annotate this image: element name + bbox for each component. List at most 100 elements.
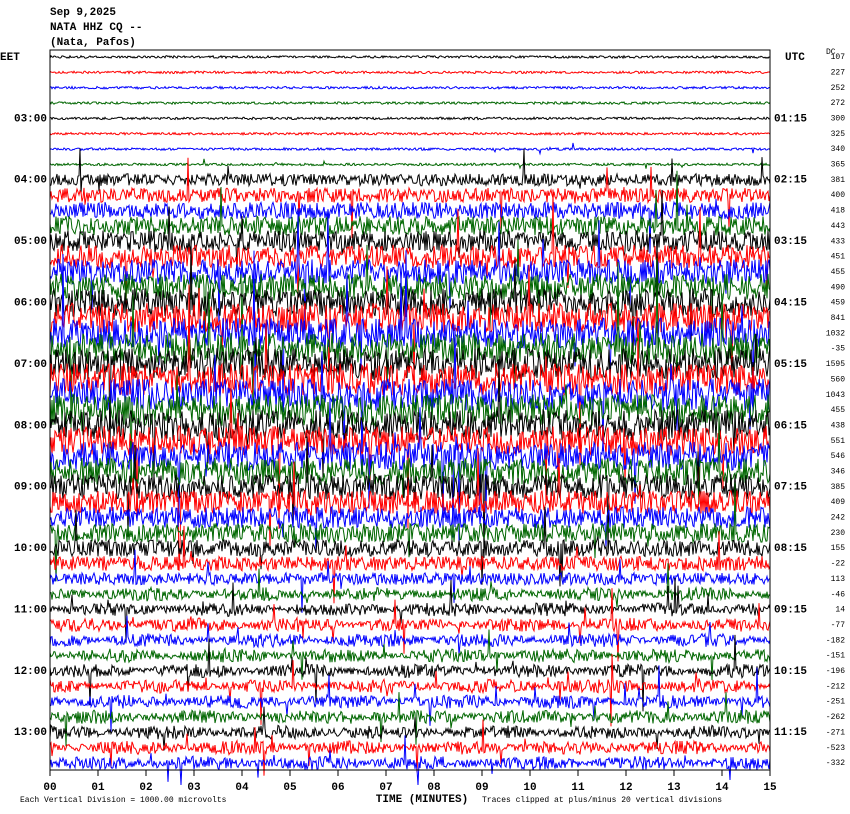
left-time-label: 13:00 (14, 727, 47, 739)
x-tick-label: 07 (379, 782, 392, 794)
trace (49, 158, 771, 170)
dc-offset: 560 (831, 375, 846, 384)
left-time-label: 11:00 (14, 604, 47, 616)
x-tick-label: 13 (667, 782, 681, 794)
date: Sep 9,2025 (50, 7, 116, 19)
trace (49, 416, 771, 505)
dc-offset: 455 (831, 268, 846, 277)
dc-offset: 227 (831, 68, 846, 77)
trace (49, 692, 771, 747)
dc-offset: -182 (826, 636, 845, 645)
trace (49, 448, 771, 571)
trace (49, 706, 771, 751)
right-time-label: 01:15 (774, 113, 807, 125)
dc-offset: 325 (831, 130, 846, 139)
labels: Sep 9,2025 NATA HHZ CQ -- (Nata, Pafos) … (0, 7, 845, 806)
dc-offset: 451 (831, 253, 846, 262)
dc-offset: 113 (831, 575, 846, 584)
dc-offset: 107 (831, 53, 846, 62)
trace (49, 333, 771, 460)
trace (49, 100, 771, 106)
trace (49, 148, 771, 194)
dc-offset: -196 (826, 667, 845, 676)
x-tick-label: 14 (715, 782, 729, 794)
trace (49, 375, 771, 484)
trace (49, 85, 771, 90)
dc-offset: -251 (826, 698, 845, 707)
left-time-label: 04:00 (14, 175, 47, 187)
trace (49, 436, 771, 558)
trace (49, 70, 771, 75)
dc-offset: 841 (831, 314, 846, 323)
dc-offset: -77 (831, 621, 846, 630)
dc-offset: -35 (831, 345, 846, 354)
left-time-label: 10:00 (14, 543, 47, 555)
dc-offset: -212 (826, 682, 845, 691)
dc-offset: 418 (831, 207, 846, 216)
trace (49, 719, 771, 776)
x-tick-label: 01 (91, 782, 105, 794)
trace (49, 577, 771, 644)
dc-offset: 490 (831, 283, 846, 292)
right-time-label: 08:15 (774, 543, 807, 555)
trace (49, 653, 771, 727)
dc-offset: -262 (826, 713, 845, 722)
left-time-label: 05:00 (14, 236, 47, 248)
x-tick-label: 12 (619, 782, 632, 794)
dc-offset: 455 (831, 406, 846, 415)
trace (49, 198, 771, 254)
dc-offset: -46 (831, 590, 846, 599)
trace (49, 629, 771, 681)
dc-offset: -271 (826, 728, 845, 737)
trace (49, 735, 771, 786)
dc-offset: 1595 (826, 360, 845, 369)
right-time-label: 04:15 (774, 297, 807, 309)
dc-offset: 1043 (826, 391, 845, 400)
right-time-label: 02:15 (774, 175, 807, 187)
traces (49, 54, 771, 786)
x-tick-label: 15 (763, 782, 777, 794)
dc-offset: 433 (831, 237, 846, 246)
right-time-label: 09:15 (774, 604, 807, 616)
x-tick-label: 10 (523, 782, 536, 794)
right-time-label: 06:15 (774, 420, 807, 432)
trace (49, 212, 771, 333)
right-timezone: UTC (785, 52, 805, 64)
dc-label: DC (826, 48, 836, 57)
dc-offset: 300 (831, 115, 846, 124)
dc-offset: 242 (831, 514, 846, 523)
x-tick-label: 03 (187, 782, 201, 794)
trace (49, 189, 771, 271)
x-tick-label: 02 (139, 782, 152, 794)
dc-offset: 438 (831, 421, 846, 430)
left-time-label: 08:00 (14, 420, 47, 432)
dc-offset: 459 (831, 299, 846, 308)
trace (49, 549, 771, 613)
right-time-label: 10:15 (774, 666, 807, 678)
plot-frame (49, 49, 771, 771)
trace (49, 131, 771, 137)
x-title: TIME (MINUTES) (376, 794, 468, 806)
x-tick-label: 11 (571, 782, 585, 794)
left-time-label: 12:00 (14, 666, 47, 678)
dc-offset: 443 (831, 222, 846, 231)
dc-offset: 409 (831, 498, 846, 507)
dc-offset: -22 (831, 560, 846, 569)
x-tick-label: 06 (331, 782, 344, 794)
left-time-label: 03:00 (14, 113, 47, 125)
trace (49, 505, 771, 553)
left-time-label: 06:00 (14, 297, 47, 309)
dc-offset: 551 (831, 437, 846, 446)
trace (49, 563, 771, 608)
left-time-label: 09:00 (14, 482, 47, 494)
dc-offset: -523 (826, 744, 845, 753)
station: NATA HHZ CQ -- (50, 22, 142, 34)
x-tick-label: 08 (427, 782, 441, 794)
scale-note: Each Vertical Division = 1000.00 microvo… (20, 796, 227, 805)
dc-offset: 155 (831, 544, 846, 553)
clip-note: Traces clipped at plus/minus 20 vertical… (482, 796, 722, 805)
dc-offset: 1032 (826, 329, 845, 338)
dc-offset: 381 (831, 176, 846, 185)
x-tick-label: 04 (235, 782, 249, 794)
